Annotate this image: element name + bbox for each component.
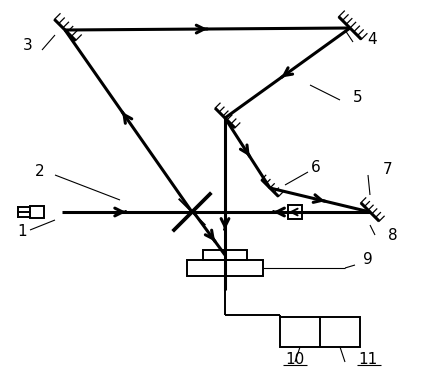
Text: 3: 3 bbox=[23, 38, 33, 53]
Bar bbox=[30, 206, 44, 218]
Text: 5: 5 bbox=[353, 91, 363, 106]
Bar bbox=[203, 250, 247, 260]
Bar bbox=[280, 317, 360, 347]
Bar bbox=[187, 260, 263, 276]
Text: 9: 9 bbox=[363, 253, 373, 267]
Text: 11: 11 bbox=[358, 353, 378, 367]
Text: 2: 2 bbox=[35, 165, 45, 179]
Text: 4: 4 bbox=[367, 32, 377, 47]
Bar bbox=[288, 205, 302, 219]
Text: 6: 6 bbox=[311, 161, 321, 176]
Text: 8: 8 bbox=[388, 227, 398, 243]
Text: 1: 1 bbox=[17, 224, 27, 240]
Text: 7: 7 bbox=[383, 162, 393, 177]
Text: 10: 10 bbox=[285, 353, 304, 367]
